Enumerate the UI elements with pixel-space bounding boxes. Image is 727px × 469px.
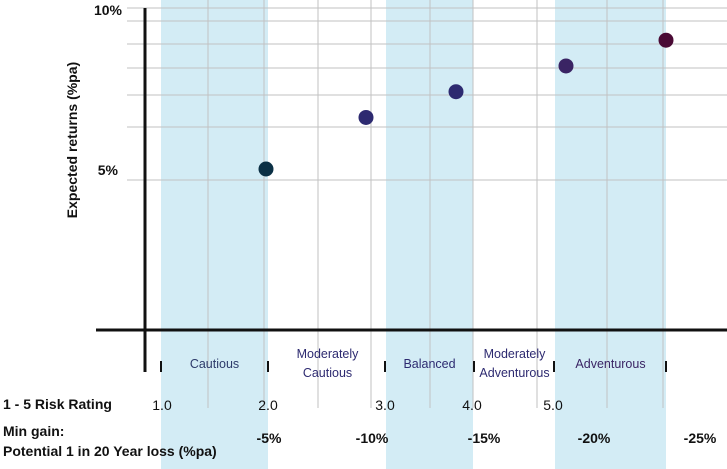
data-point-3 <box>558 58 574 74</box>
data-points <box>258 32 674 177</box>
y-tick-label-10: 10% <box>94 2 123 18</box>
risk-bands <box>161 0 666 469</box>
risk-rating-row-label: 1 - 5 Risk Rating <box>3 396 112 412</box>
band-label-1-0: Moderately <box>297 347 360 361</box>
band-label-1-1: Cautious <box>303 366 352 380</box>
grid-lines <box>127 0 727 408</box>
loss-ticks: -5% -10% -15% -20% -25% <box>257 430 717 446</box>
band-label-3-0: Moderately <box>484 347 547 361</box>
data-point-0 <box>258 161 274 177</box>
data-point-4 <box>658 32 674 48</box>
band-label-4-0: Adventurous <box>575 357 645 371</box>
y-axis-label: Expected returns (%pa) <box>64 62 80 218</box>
loss-tick-3: -20% <box>578 430 611 446</box>
risk-rating-tick-4: 5.0 <box>543 397 563 413</box>
loss-tick-0: -5% <box>257 430 282 446</box>
risk-rating-tick-1: 2.0 <box>258 397 278 413</box>
loss-tick-2: -15% <box>468 430 501 446</box>
band-4 <box>555 0 666 469</box>
min-gain-label: Min gain: <box>3 423 64 439</box>
y-tick-label-5: 5% <box>98 162 119 178</box>
band-label-3-1: Adventurous <box>479 366 549 380</box>
data-point-2 <box>448 84 464 100</box>
band-label-2-0: Balanced <box>403 357 455 371</box>
min-gain-sublabel: Potential 1 in 20 Year loss (%pa) <box>3 443 217 459</box>
band-0 <box>161 0 268 469</box>
risk-rating-tick-0: 1.0 <box>152 397 172 413</box>
band-labels: Cautious Moderately Cautious Balanced Modera… <box>160 347 667 380</box>
risk-rating-ticks: 1.0 2.0 3.0 4.0 5.0 <box>152 397 563 413</box>
risk-rating-tick-3: 4.0 <box>462 397 482 413</box>
risk-rating-tick-2: 3.0 <box>375 397 395 413</box>
data-point-1 <box>358 109 374 125</box>
loss-tick-1: -10% <box>356 430 389 446</box>
loss-tick-4: -25% <box>684 430 717 446</box>
axes <box>96 8 727 372</box>
band-label-0-0: Cautious <box>190 357 239 371</box>
